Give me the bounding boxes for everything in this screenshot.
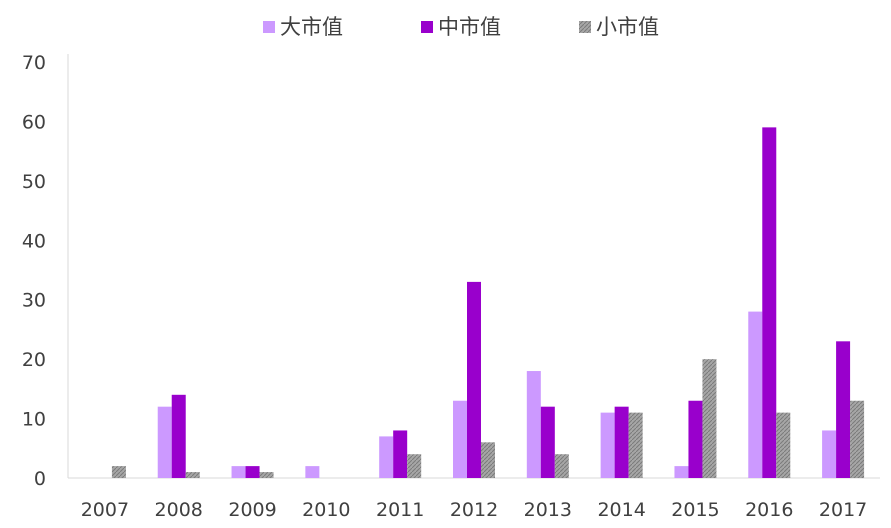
legend-label: 大市值 xyxy=(280,15,343,39)
y-tick-label: 20 xyxy=(22,349,46,371)
bar xyxy=(453,400,467,478)
y-tick-label: 30 xyxy=(22,290,46,312)
x-axis: 2007 2008 2009 2010 2011 2012 2013 2014 2015 2016… xyxy=(68,477,880,521)
y-tick-label: 50 xyxy=(22,171,46,193)
series-1 xyxy=(157,311,837,478)
legend-swatch xyxy=(421,21,433,33)
bar xyxy=(379,436,394,478)
y-tick-label: 60 xyxy=(22,111,46,133)
legend: 大市值 中市值 小市值 xyxy=(263,15,659,39)
legend-swatch xyxy=(263,21,275,33)
x-tick-label: 2016 xyxy=(745,499,793,521)
bar xyxy=(628,412,643,478)
y-tick-label: 10 xyxy=(22,409,46,431)
x-tick-label: 2013 xyxy=(524,499,572,521)
bar xyxy=(185,472,200,478)
x-tick-label: 2015 xyxy=(671,499,719,521)
bar xyxy=(467,281,481,478)
x-tick-label: 2008 xyxy=(155,499,203,521)
series-3 xyxy=(111,359,865,478)
bar xyxy=(600,412,615,478)
bar xyxy=(259,472,274,478)
x-tick-label: 2010 xyxy=(302,499,350,521)
x-tick-label: 2012 xyxy=(450,499,498,521)
x-tick-label: 2017 xyxy=(819,499,867,521)
bar xyxy=(776,412,791,478)
y-tick-label: 40 xyxy=(22,230,46,252)
bar xyxy=(554,454,569,478)
legend-label: 小市值 xyxy=(596,15,659,39)
bar xyxy=(762,127,777,478)
bar xyxy=(245,466,260,478)
series-2 xyxy=(171,127,851,478)
bar xyxy=(231,466,246,478)
x-tick-label: 2011 xyxy=(376,499,424,521)
bar xyxy=(526,371,541,478)
bar xyxy=(850,400,865,478)
y-tick-label: 70 xyxy=(22,52,46,74)
bar xyxy=(407,454,422,478)
bar xyxy=(305,466,320,478)
bar xyxy=(157,406,172,478)
x-tick-label: 2014 xyxy=(597,499,645,521)
bar xyxy=(393,430,408,478)
bar xyxy=(702,359,717,478)
x-tick-label: 2007 xyxy=(81,499,129,521)
bars xyxy=(111,127,865,478)
legend-label: 中市值 xyxy=(438,15,501,39)
bar xyxy=(748,311,763,478)
y-axis: 0 10 20 30 40 50 60 70 xyxy=(22,52,69,490)
y-tick-label: 0 xyxy=(34,468,46,490)
bar xyxy=(836,341,851,478)
bar xyxy=(614,406,629,478)
x-tick-label: 2009 xyxy=(228,499,276,521)
bar xyxy=(822,430,837,478)
bar xyxy=(688,400,703,478)
bar xyxy=(674,466,689,478)
bar xyxy=(171,394,186,478)
bar xyxy=(111,466,126,478)
legend-swatch xyxy=(579,21,591,33)
bar xyxy=(481,442,495,478)
bar xyxy=(540,406,555,478)
